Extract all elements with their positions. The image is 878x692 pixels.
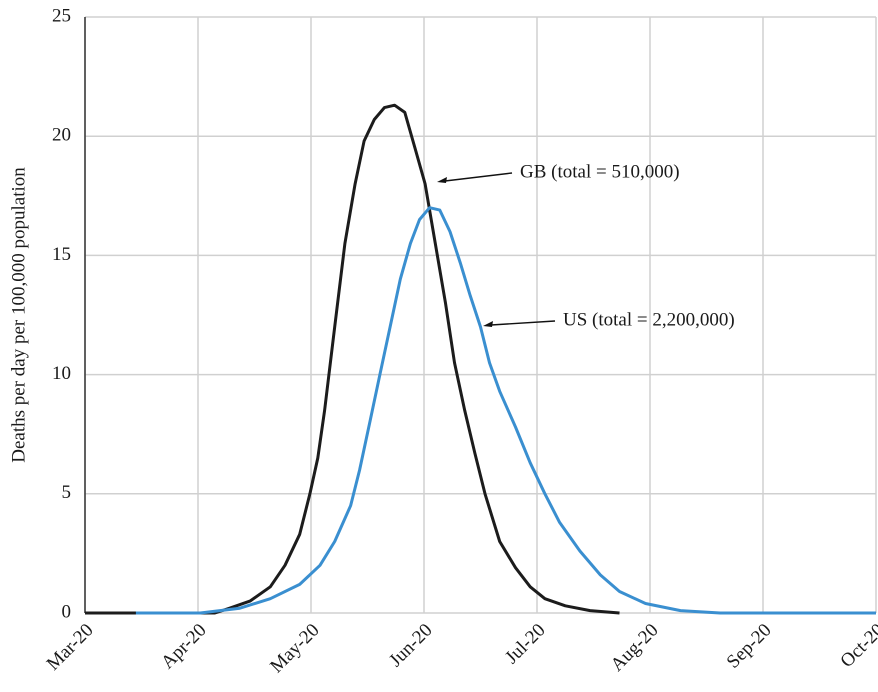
annotation-arrow	[444, 172, 513, 182]
annotation-arrowhead	[483, 321, 493, 327]
x-tick-label: May-20	[266, 620, 323, 677]
annotation-arrowhead	[437, 177, 447, 183]
x-tick-label: Jun-20	[385, 620, 436, 671]
annotation: US (total = 2,200,000)	[563, 309, 735, 330]
line	[85, 103, 620, 615]
x-tick-label: Mar-20	[43, 620, 98, 675]
annotation: GB (total = 510,000)	[520, 161, 680, 182]
x-tick-label: Sep-20	[723, 620, 776, 673]
x-tick-label: Aug-20	[607, 620, 663, 676]
y-tick-label: 5	[62, 482, 72, 503]
y-tick-label: 0	[62, 601, 72, 622]
annotation-arrow	[490, 320, 556, 326]
y-tick-label: 25	[52, 5, 71, 26]
x-tick-label: Oct-20	[836, 620, 878, 672]
y-tick-label: 15	[52, 244, 71, 265]
x-tick-label: Apr-20	[157, 620, 210, 673]
x-tick-label: Jul-20	[501, 620, 549, 668]
y-axis-label: Deaths per day per 100,000 population	[8, 167, 29, 463]
y-tick-label: 10	[52, 363, 71, 384]
y-tick-label: 20	[52, 125, 71, 146]
line	[135, 206, 876, 615]
